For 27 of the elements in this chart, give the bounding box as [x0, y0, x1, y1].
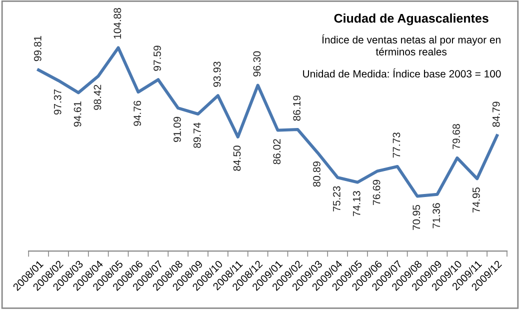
data-label: 84.79: [492, 102, 500, 127]
data-label: 99.81: [34, 36, 42, 62]
data-label: 86.02: [273, 139, 281, 164]
data-label: 97.37: [54, 89, 62, 115]
data-label: 74.95: [472, 187, 480, 213]
data-label: 71.36: [432, 203, 440, 228]
data-label: 70.95: [412, 204, 420, 230]
data-label: 98.42: [94, 84, 102, 110]
chart-subtitle: Índice de ventas netas al por mayor en términos reales: [322, 34, 500, 56]
data-label: 97.59: [154, 46, 161, 71]
data-label: 104.88: [114, 8, 122, 39]
data-label: 91.09: [174, 116, 181, 142]
data-label: 77.73: [392, 132, 400, 158]
data-label: 80.89: [313, 162, 320, 187]
data-label: 89.74: [193, 122, 201, 148]
data-label: 84.50: [233, 146, 241, 171]
data-label: 93.93: [213, 62, 221, 87]
data-label: 75.23: [332, 186, 340, 212]
data-label: 94.76: [134, 100, 142, 126]
chart-title: Ciudad de Aguascalientes: [334, 14, 488, 26]
data-label: 94.61: [74, 102, 82, 127]
data-label: 86.19: [293, 96, 300, 121]
data-label: 74.13: [352, 191, 360, 216]
annotation: Unidad de Medida: Índice base 2003 = 100: [303, 68, 501, 78]
data-label: 96.30: [253, 51, 261, 76]
data-label: 76.69: [372, 180, 380, 205]
data-label: 79.68: [452, 124, 460, 150]
